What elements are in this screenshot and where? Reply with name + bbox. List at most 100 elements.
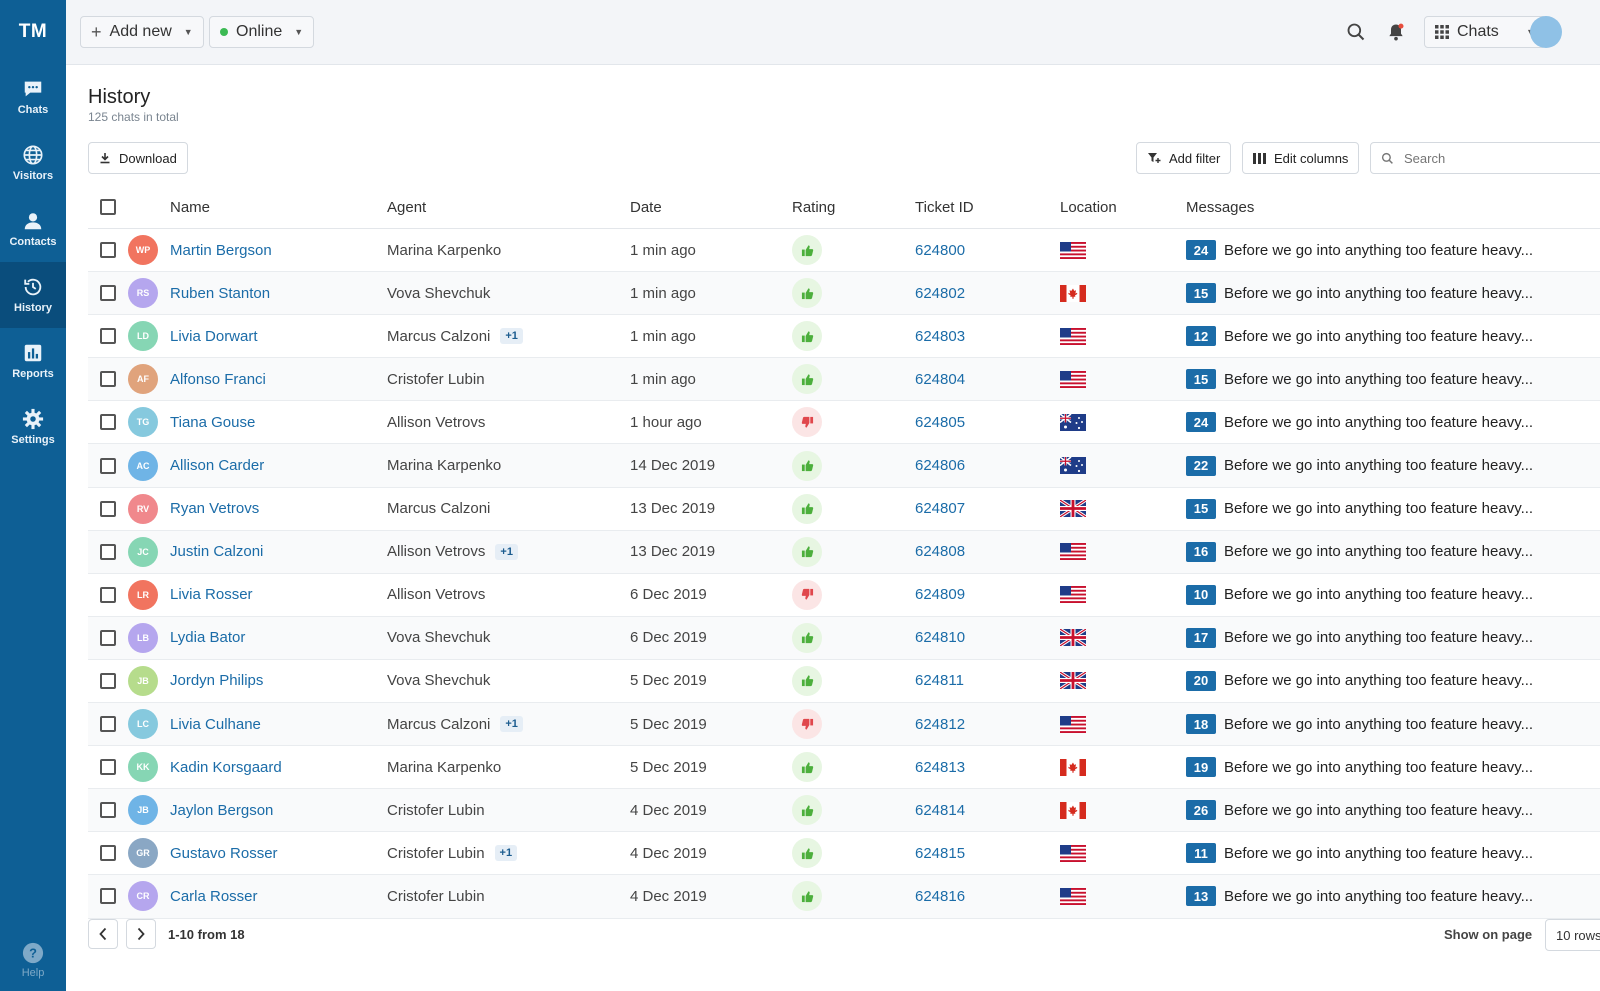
extra-agents-badge[interactable]: +1	[500, 716, 523, 733]
status-dropdown[interactable]: Online ▼	[209, 16, 315, 48]
ticket-id-link[interactable]: 624802	[915, 284, 966, 302]
table-row[interactable]: KK Kadin Korsgaard Marina Karpenko 5 Dec 20…	[88, 746, 1600, 790]
row-checkbox[interactable]	[100, 802, 116, 819]
row-checkbox[interactable]	[100, 759, 116, 776]
row-checkbox[interactable]	[100, 716, 116, 733]
ticket-id-link[interactable]: 624814	[915, 801, 966, 819]
message-preview[interactable]: 12 Before we go into anything too feature…	[1186, 326, 1600, 347]
visitor-name-link[interactable]: Allison Carder	[170, 457, 265, 475]
ticket-id-link[interactable]: 624806	[915, 457, 966, 475]
user-avatar[interactable]	[1530, 16, 1562, 48]
visitor-name-link[interactable]: Ruben Stanton	[170, 284, 271, 302]
visitor-name-link[interactable]: Livia Rosser	[170, 586, 253, 604]
message-preview[interactable]: 15 Before we go into anything too feature…	[1186, 498, 1600, 519]
message-preview[interactable]: 15 Before we go into anything too feature…	[1186, 369, 1600, 390]
visitor-name-link[interactable]: Martin Bergson	[170, 241, 272, 259]
message-preview[interactable]: 17 Before we go into anything too feature…	[1186, 627, 1600, 648]
column-header-ticket-id[interactable]: Ticket ID	[915, 198, 974, 216]
ticket-id-link[interactable]: 624809	[915, 586, 966, 604]
table-row[interactable]: GR Gustavo Rosser Cristofer Lubin +1 4 Dec 2…	[88, 832, 1600, 876]
visitor-name-link[interactable]: Livia Dorwart	[170, 327, 258, 345]
visitor-name-link[interactable]: Ryan Vetrovs	[170, 500, 260, 518]
row-checkbox[interactable]	[100, 371, 116, 388]
row-checkbox[interactable]	[100, 672, 116, 689]
message-preview[interactable]: 20 Before we go into anything too feature…	[1186, 670, 1600, 691]
column-header-messages[interactable]: Messages	[1186, 198, 1255, 216]
table-row[interactable]: RV Ryan Vetrovs Marcus Calzoni 13 Dec 2019 6…	[88, 488, 1600, 531]
ticket-id-link[interactable]: 624800	[915, 241, 966, 259]
sidebar-item-visitors[interactable]: Visitors	[0, 130, 66, 196]
next-page-button[interactable]	[126, 919, 156, 949]
ticket-id-link[interactable]: 624811	[915, 672, 964, 690]
visitor-name-link[interactable]: Tiana Gouse	[170, 413, 256, 431]
sidebar-item-contacts[interactable]: Contacts	[0, 196, 66, 262]
sidebar-item-reports[interactable]: Reports	[0, 328, 66, 394]
select-all-checkbox[interactable]	[100, 199, 116, 215]
notification-bell-icon[interactable]	[1384, 20, 1408, 44]
table-row[interactable]: AF Alfonso Franci Cristofer Lubin 1 min ago…	[88, 358, 1600, 402]
search-icon[interactable]	[1344, 20, 1368, 44]
ticket-id-link[interactable]: 624815	[915, 844, 966, 862]
column-header-rating[interactable]: Rating	[792, 198, 836, 216]
column-header-date[interactable]: Date	[630, 198, 662, 216]
sidebar-item-history[interactable]: History	[0, 262, 66, 328]
app-logo[interactable]: TM	[18, 21, 48, 42]
message-preview[interactable]: 13 Before we go into anything too feature…	[1186, 886, 1600, 907]
previous-page-button[interactable]	[88, 919, 118, 949]
message-preview[interactable]: 11 Before we go into anything too feature…	[1186, 843, 1600, 864]
sidebar-item-settings[interactable]: Settings	[0, 394, 66, 460]
edit-columns-button[interactable]: Edit columns	[1242, 142, 1360, 174]
table-row[interactable]: WP Martin Bergson Marina Karpenko 1 min ago…	[88, 229, 1600, 273]
table-row[interactable]: LC Livia Culhane Marcus Calzoni +1 5 Dec 201…	[88, 703, 1600, 747]
message-preview[interactable]: 10 Before we go into anything too feature…	[1186, 584, 1600, 605]
column-header-agent[interactable]: Agent	[387, 198, 427, 216]
ticket-id-link[interactable]: 624816	[915, 887, 966, 905]
table-row[interactable]: LR Livia Rosser Allison Vetrovs 6 Dec 2019 6…	[88, 574, 1600, 617]
row-checkbox[interactable]	[100, 629, 116, 646]
message-preview[interactable]: 26 Before we go into anything too feature…	[1186, 800, 1600, 821]
message-preview[interactable]: 18 Before we go into anything too feature…	[1186, 714, 1600, 735]
message-preview[interactable]: 19 Before we go into anything too feature…	[1186, 757, 1600, 778]
rows-per-page-select[interactable]: 10 rows	[1545, 919, 1600, 951]
row-checkbox[interactable]	[100, 457, 116, 474]
ticket-id-link[interactable]: 624804	[915, 370, 966, 388]
ticket-id-link[interactable]: 624805	[915, 413, 966, 431]
table-row[interactable]: AC Allison Carder Marina Karpenko 14 Dec 20…	[88, 444, 1600, 488]
visitor-name-link[interactable]: Jaylon Bergson	[170, 801, 274, 819]
column-header-location[interactable]: Location	[1060, 198, 1117, 216]
download-button[interactable]: Download	[88, 142, 188, 174]
table-row[interactable]: JB Jordyn Philips Vova Shevchuk 5 Dec 2019 6…	[88, 660, 1600, 704]
visitor-name-link[interactable]: Justin Calzoni	[170, 543, 264, 561]
table-row[interactable]: JC Justin Calzoni Allison Vetrovs +1 13 Dec …	[88, 530, 1600, 574]
add-new-button[interactable]: + Add new ▼	[80, 16, 204, 48]
row-checkbox[interactable]	[100, 328, 116, 345]
message-preview[interactable]: 22 Before we go into anything too feature…	[1186, 455, 1600, 476]
add-filter-button[interactable]: Add filter	[1136, 142, 1232, 174]
extra-agents-badge[interactable]: +1	[500, 328, 523, 345]
extra-agents-badge[interactable]: +1	[494, 845, 518, 862]
search-input[interactable]	[1404, 150, 1584, 166]
row-checkbox[interactable]	[100, 500, 116, 517]
ticket-id-link[interactable]: 624810	[915, 629, 966, 647]
message-preview[interactable]: 16 Before we go into anything too feature…	[1186, 541, 1600, 562]
ticket-id-link[interactable]: 624807	[915, 500, 966, 518]
row-checkbox[interactable]	[100, 543, 116, 560]
visitor-name-link[interactable]: Carla Rosser	[170, 887, 258, 905]
table-row[interactable]: RS Ruben Stanton Vova Shevchuk 1 min ago 624…	[88, 272, 1600, 316]
table-row[interactable]: CR Carla Rosser Cristofer Lubin 4 Dec 2019 6…	[88, 875, 1600, 919]
ticket-id-link[interactable]: 624808	[915, 543, 966, 561]
sidebar-item-chats[interactable]: Chats	[0, 64, 66, 130]
message-preview[interactable]: 24 Before we go into anything too feature…	[1186, 240, 1600, 261]
visitor-name-link[interactable]: Alfonso Franci	[170, 370, 266, 388]
row-checkbox[interactable]	[100, 586, 116, 603]
visitor-name-link[interactable]: Lydia Bator	[170, 629, 246, 647]
table-row[interactable]: TG Tiana Gouse Allison Vetrovs 1 hour ago 62…	[88, 401, 1600, 445]
ticket-id-link[interactable]: 624812	[915, 715, 966, 733]
ticket-id-link[interactable]: 624813	[915, 758, 966, 776]
row-checkbox[interactable]	[100, 242, 116, 259]
ticket-id-link[interactable]: 624803	[915, 327, 966, 345]
message-preview[interactable]: 24 Before we go into anything too feature…	[1186, 412, 1600, 433]
visitor-name-link[interactable]: Livia Culhane	[170, 715, 261, 733]
row-checkbox[interactable]	[100, 845, 116, 862]
row-checkbox[interactable]	[100, 285, 116, 302]
